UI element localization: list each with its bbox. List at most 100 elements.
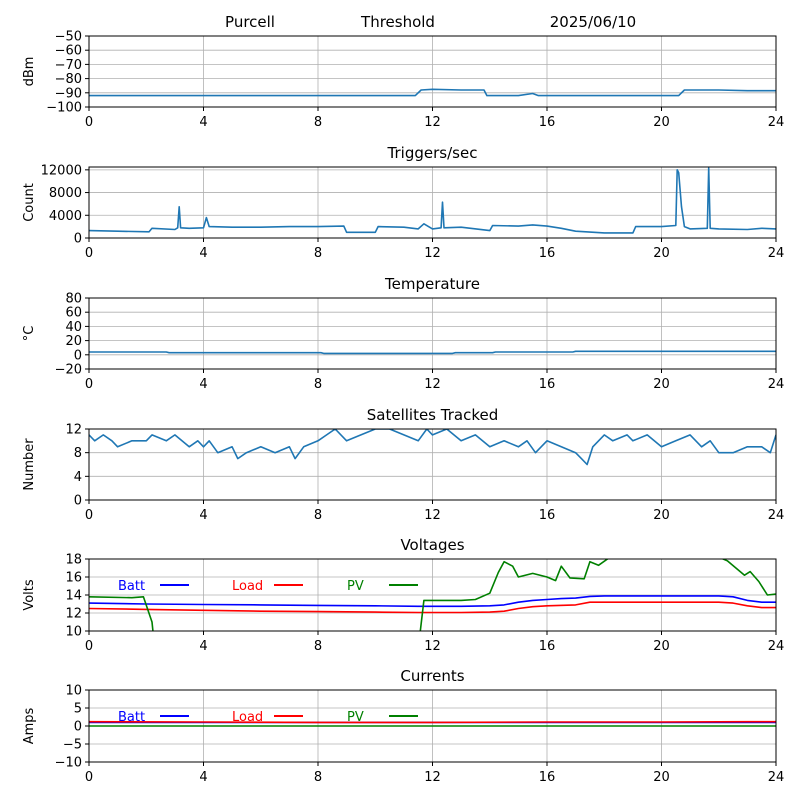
voltages-panel: 0 4 8 12 16 20 24 10 12 14 16 18 Voltages Volts Batt Lo… bbox=[22, 536, 784, 654]
legend-entry: Batt bbox=[118, 710, 189, 725]
y-tick-label: −20 bbox=[55, 363, 82, 378]
x-tick-label: 12 bbox=[424, 508, 441, 523]
x-tick-label: 0 bbox=[85, 115, 93, 130]
x-tick-label: 0 bbox=[85, 770, 93, 785]
pv-voltages-series-line bbox=[89, 559, 776, 631]
y-tick-label: 0 bbox=[74, 494, 82, 509]
legend-entry: PV bbox=[347, 710, 418, 725]
load-currents-series-line bbox=[89, 720, 776, 724]
threshold-y-axis-label: dBm bbox=[22, 57, 37, 87]
x-tick-label: 24 bbox=[768, 377, 785, 392]
triggers-y-axis-label: Count bbox=[22, 183, 37, 222]
x-tick-label: 4 bbox=[199, 770, 207, 785]
x-tick-label: 4 bbox=[199, 377, 207, 392]
legend-entry: Load bbox=[232, 579, 303, 594]
x-tick-label: 20 bbox=[653, 246, 670, 261]
currents-y-axis-label: Amps bbox=[22, 707, 37, 744]
y-tick-label: 20 bbox=[65, 334, 82, 349]
x-tick-label: 16 bbox=[539, 508, 556, 523]
temperature-y-axis-label: °C bbox=[22, 326, 37, 342]
x-tick-label: 16 bbox=[539, 377, 556, 392]
y-tick-label: 0 bbox=[74, 720, 82, 735]
load-voltages-series-line bbox=[89, 601, 776, 614]
legend-entry: PV bbox=[347, 579, 418, 594]
x-tick-label: 24 bbox=[768, 115, 785, 130]
currents-panel: 0 4 8 12 16 20 24 −10 −5 0 5 10 Currents Amps Batt Load… bbox=[22, 667, 784, 785]
x-tick-label: 0 bbox=[85, 508, 93, 523]
batt-voltages-series-line bbox=[89, 595, 776, 608]
y-tick-label: −90 bbox=[55, 86, 82, 101]
temperature-series-line bbox=[89, 350, 776, 355]
x-tick-label: 20 bbox=[653, 639, 670, 654]
x-tick-label: 24 bbox=[768, 639, 785, 654]
satellites-y-axis-label: Number bbox=[22, 438, 37, 491]
y-tick-label: 5 bbox=[74, 702, 82, 717]
x-tick-label: 12 bbox=[424, 639, 441, 654]
x-tick-label: 16 bbox=[539, 770, 556, 785]
threshold-panel: 0 4 8 12 16 20 24 −100−90−80−70−60−50 dBm bbox=[22, 30, 784, 131]
y-tick-label: 16 bbox=[65, 571, 82, 586]
x-tick-label: 16 bbox=[539, 246, 556, 261]
x-tick-label: 12 bbox=[424, 246, 441, 261]
y-tick-label: 0 bbox=[74, 232, 82, 247]
legend-label: Load bbox=[232, 579, 263, 594]
currents-title: Currents bbox=[400, 667, 464, 685]
temperature-title: Temperature bbox=[384, 275, 480, 293]
x-tick-label: 20 bbox=[653, 115, 670, 130]
x-tick-label: 8 bbox=[314, 508, 322, 523]
y-tick-label: 4000 bbox=[49, 209, 82, 224]
x-tick-label: 8 bbox=[314, 246, 322, 261]
y-tick-label: 60 bbox=[65, 306, 82, 321]
legend-entry: Batt bbox=[118, 579, 189, 594]
x-tick-label: 16 bbox=[539, 115, 556, 130]
x-tick-label: 0 bbox=[85, 246, 93, 261]
legend-label: Load bbox=[232, 710, 263, 725]
satellites-series-line bbox=[89, 429, 776, 466]
legend-label: Batt bbox=[118, 710, 145, 725]
y-tick-label: 8 bbox=[74, 446, 82, 461]
x-tick-label: 24 bbox=[768, 246, 785, 261]
x-tick-label: 12 bbox=[424, 115, 441, 130]
legend-label: PV bbox=[347, 710, 364, 725]
x-tick-label: 4 bbox=[199, 508, 207, 523]
y-tick-label: 8000 bbox=[49, 186, 82, 201]
y-tick-label: 40 bbox=[65, 320, 82, 335]
y-tick-label: 14 bbox=[65, 589, 82, 604]
y-tick-label: 10 bbox=[65, 684, 82, 699]
x-tick-label: 12 bbox=[424, 377, 441, 392]
threshold-series-line bbox=[89, 88, 776, 97]
y-tick-label: 12000 bbox=[41, 163, 82, 178]
voltages-y-axis-label: Volts bbox=[22, 579, 37, 611]
legend-label: Batt bbox=[118, 579, 145, 594]
x-tick-label: 24 bbox=[768, 770, 785, 785]
y-tick-label: 12 bbox=[65, 423, 82, 438]
y-tick-label: −5 bbox=[63, 738, 82, 753]
voltages-title: Voltages bbox=[400, 536, 464, 554]
x-tick-label: 8 bbox=[314, 770, 322, 785]
y-tick-label: 12 bbox=[65, 607, 82, 622]
x-tick-label: 20 bbox=[653, 770, 670, 785]
triggers-title: Triggers/sec bbox=[387, 144, 478, 162]
satellites-title: Satellites Tracked bbox=[367, 406, 498, 424]
header-mode: Threshold bbox=[360, 13, 435, 31]
x-tick-label: 4 bbox=[199, 639, 207, 654]
x-tick-label: 16 bbox=[539, 639, 556, 654]
y-tick-label: −100 bbox=[46, 101, 82, 116]
triggers-panel: 0 4 8 12 16 20 24 0 4000 8000 12000 Triggers/sec Cou… bbox=[22, 144, 784, 261]
y-tick-label: −50 bbox=[55, 30, 82, 45]
y-tick-label: −70 bbox=[55, 58, 82, 73]
y-tick-label: −60 bbox=[55, 44, 82, 59]
x-tick-label: 0 bbox=[85, 377, 93, 392]
x-tick-label: 24 bbox=[768, 508, 785, 523]
y-tick-label: 0 bbox=[74, 348, 82, 363]
x-tick-label: 4 bbox=[199, 246, 207, 261]
y-tick-label: −80 bbox=[55, 72, 82, 87]
x-tick-label: 8 bbox=[314, 639, 322, 654]
x-tick-label: 0 bbox=[85, 639, 93, 654]
x-tick-label: 4 bbox=[199, 115, 207, 130]
y-tick-label: 80 bbox=[65, 292, 82, 307]
x-tick-label: 20 bbox=[653, 377, 670, 392]
